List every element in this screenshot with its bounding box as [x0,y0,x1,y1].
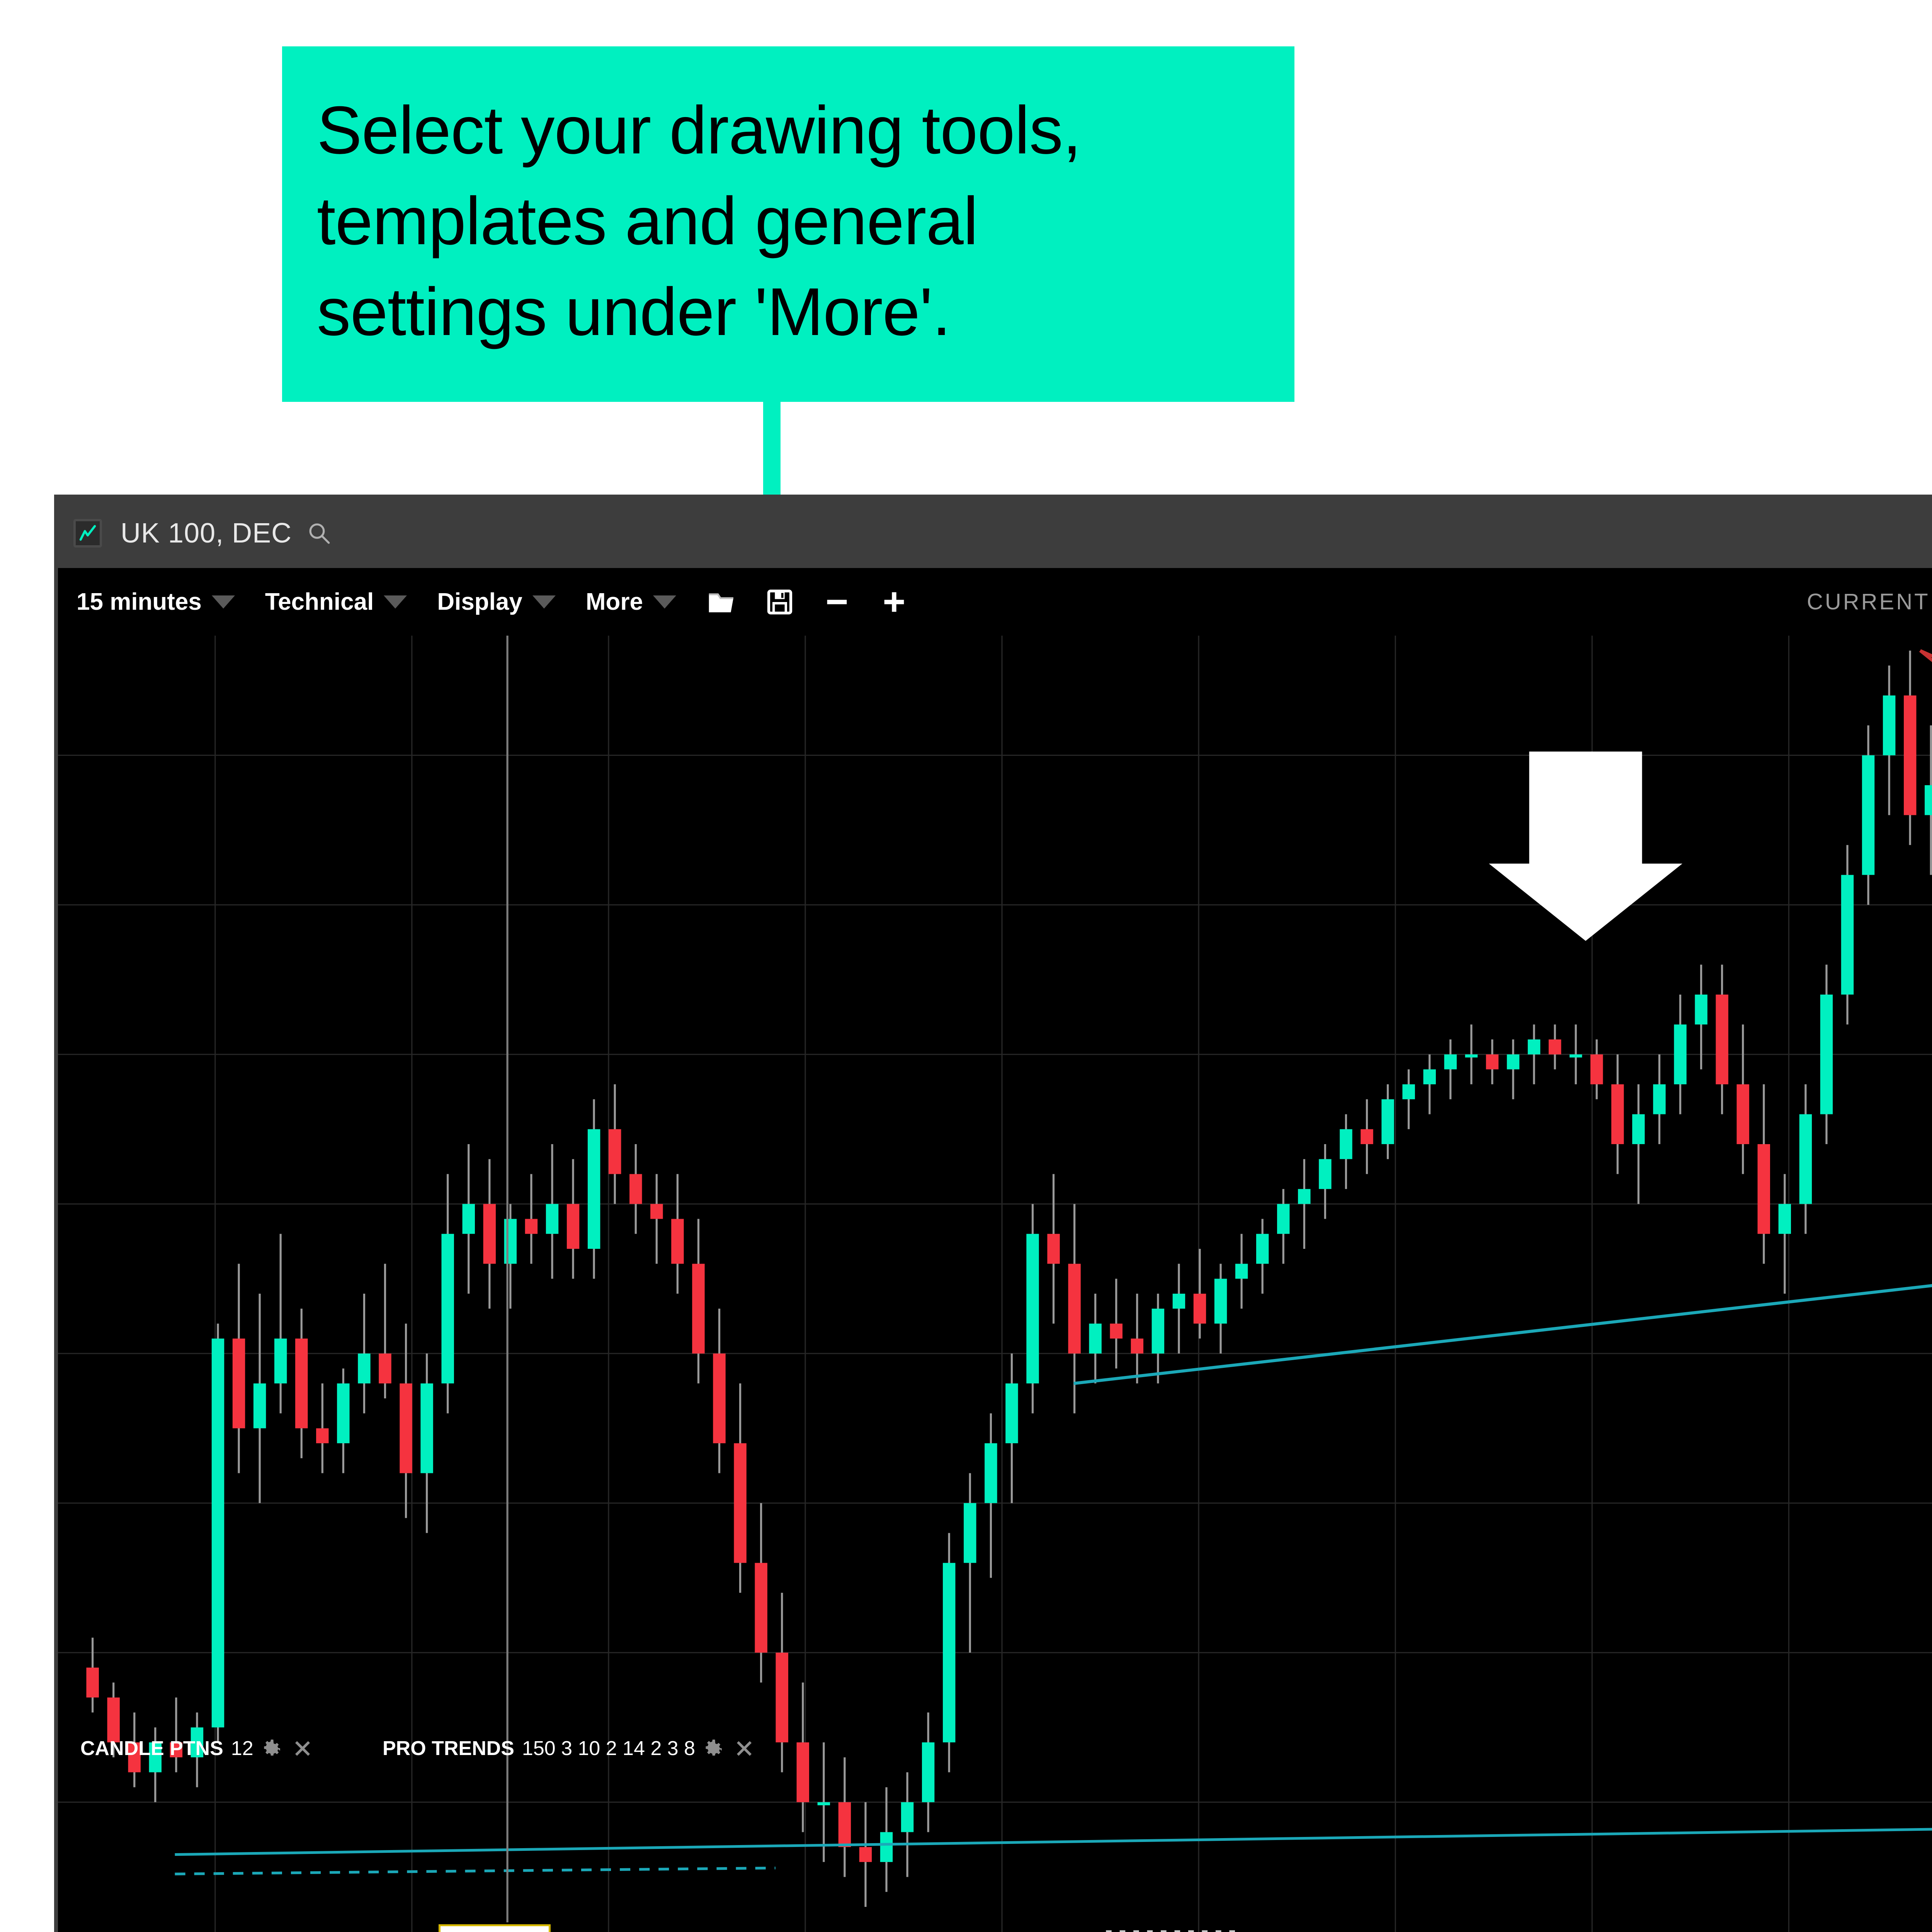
chevron-down-icon [384,595,407,609]
indicator-params: 150 3 10 2 14 2 3 8 [522,1737,696,1760]
crosshair-time-tooltip: 11/10 13:15 [439,1924,551,1932]
gear-icon[interactable] [263,1738,284,1759]
chart-app-icon [73,519,102,548]
current-price-label: CURRENT PRICE: [1807,589,1932,614]
chevron-down-icon [653,595,676,609]
search-icon[interactable] [306,520,332,546]
display-label: Display [437,588,522,615]
window-titlebar: UK 100, DEC [58,498,1932,568]
callout-line: templates and general [317,184,978,259]
price-display-group: CURRENT PRICE: 7682.0 7686.0 [1807,568,1932,636]
timeframe-label: 15 minutes [77,588,202,615]
indicator-pro-trends[interactable]: PRO TRENDS 150 3 10 2 14 2 3 8 [383,1737,754,1760]
display-dropdown[interactable]: Display [437,588,556,616]
chart-toolbar: 15 minutes Technical Display More [58,568,1932,636]
more-dropdown[interactable]: More [586,588,676,616]
zoom-out-button[interactable] [822,587,852,617]
chart-window: UK 100, DEC 15 min [54,495,1932,1932]
indicator-name: PRO TRENDS [383,1737,514,1760]
chevron-down-icon [532,595,556,609]
folder-open-icon[interactable] [706,587,737,617]
timeframe-dropdown[interactable]: 15 minutes [77,588,235,616]
chevron-down-icon [211,595,235,609]
window-title: UK 100, DEC [121,518,292,549]
chart-canvas-area[interactable]: 772077107700769076807670766076507685.175… [58,636,1932,1932]
close-icon[interactable] [735,1739,754,1758]
indicator-candle-patterns[interactable]: CANDLE PTNS 12 [80,1737,312,1760]
zoom-in-button[interactable] [879,587,909,617]
indicator-params: 12 [231,1737,253,1760]
technical-label: Technical [265,588,374,615]
callout-tooltip: Select your drawing tools, templates and… [282,46,1294,402]
close-icon[interactable] [293,1739,312,1758]
callout-line: settings under 'More'. [317,274,951,350]
save-disk-icon[interactable] [765,587,794,617]
gear-icon[interactable] [704,1738,725,1759]
price-plot[interactable] [58,636,1932,1932]
more-label: More [585,588,643,615]
callout-line: Select your drawing tools, [317,93,1082,168]
technical-dropdown[interactable]: Technical [265,588,407,616]
indicator-name: CANDLE PTNS [80,1737,223,1760]
